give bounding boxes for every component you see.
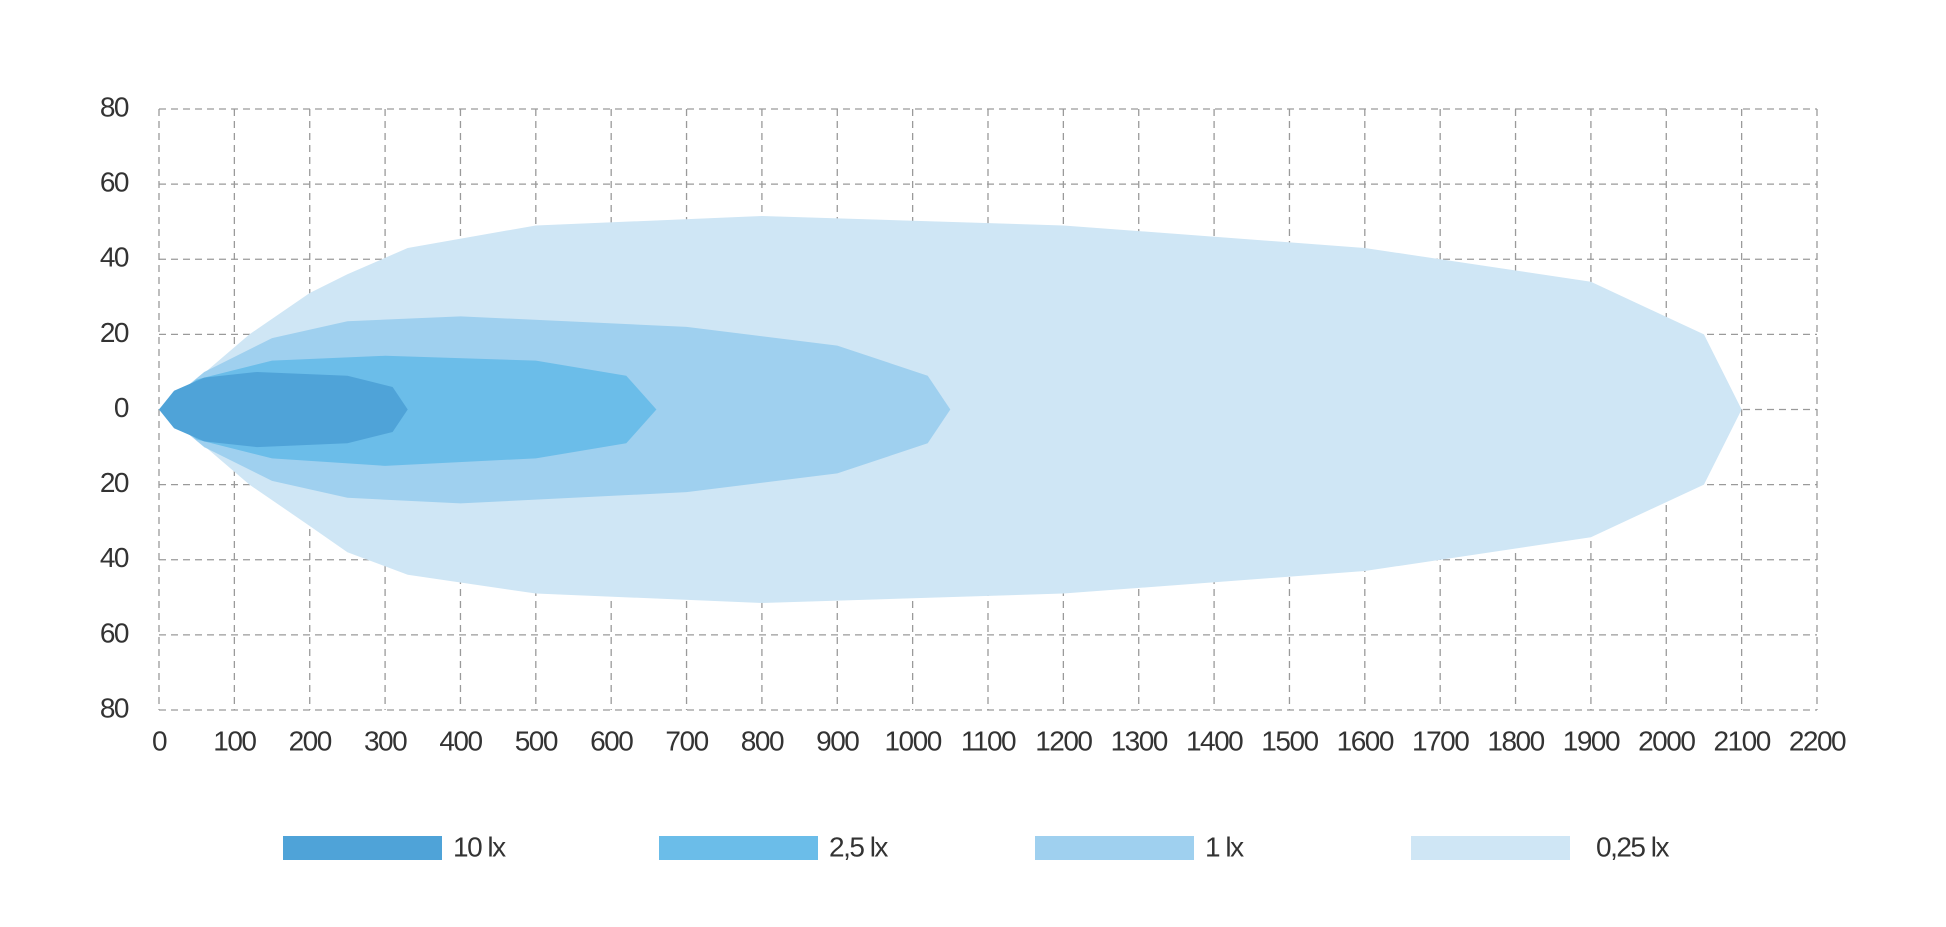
x-tick-label: 2100 bbox=[1713, 725, 1770, 756]
legend-swatch bbox=[283, 836, 442, 860]
legend-swatch bbox=[1411, 836, 1570, 860]
x-tick-label: 800 bbox=[741, 725, 784, 756]
y-tick-label: 80 bbox=[100, 91, 129, 122]
x-tick-label: 1500 bbox=[1261, 725, 1318, 756]
legend-label: 0,25 lx bbox=[1596, 831, 1669, 862]
x-tick-label: 1600 bbox=[1337, 725, 1394, 756]
legend-label: 2,5 lx bbox=[829, 831, 888, 862]
legend-swatch bbox=[1035, 836, 1194, 860]
x-tick-label: 1200 bbox=[1035, 725, 1092, 756]
legend-label: 1 lx bbox=[1205, 831, 1244, 862]
x-tick-label: 1300 bbox=[1111, 725, 1168, 756]
x-tick-label: 700 bbox=[665, 725, 708, 756]
x-tick-label: 400 bbox=[439, 725, 482, 756]
x-tick-label: 2200 bbox=[1789, 725, 1846, 756]
x-tick-label: 0 bbox=[152, 725, 167, 756]
x-tick-label: 2000 bbox=[1638, 725, 1695, 756]
x-tick-label: 600 bbox=[590, 725, 633, 756]
y-tick-label: 0 bbox=[114, 392, 129, 423]
x-tick-label: 100 bbox=[213, 725, 256, 756]
legend-label: 10 lx bbox=[453, 831, 506, 862]
y-tick-label: 60 bbox=[100, 167, 129, 198]
y-tick-label: 40 bbox=[100, 242, 129, 273]
y-tick-label: 20 bbox=[100, 467, 129, 498]
x-tick-label: 1700 bbox=[1412, 725, 1469, 756]
y-tick-label: 40 bbox=[100, 542, 129, 573]
x-tick-label: 500 bbox=[515, 725, 558, 756]
x-tick-label: 200 bbox=[289, 725, 332, 756]
x-tick-label: 300 bbox=[364, 725, 407, 756]
isolux-area bbox=[159, 371, 408, 448]
x-tick-label: 1100 bbox=[961, 725, 1016, 756]
x-tick-label: 1000 bbox=[884, 725, 941, 756]
x-tick-label: 900 bbox=[816, 725, 859, 756]
legend-swatch bbox=[659, 836, 818, 860]
x-tick-label: 1900 bbox=[1563, 725, 1620, 756]
y-tick-label: 80 bbox=[100, 692, 129, 723]
x-tick-label: 1400 bbox=[1186, 725, 1243, 756]
x-tick-label: 1800 bbox=[1487, 725, 1544, 756]
y-tick-label: 20 bbox=[100, 317, 129, 348]
y-tick-label: 60 bbox=[100, 617, 129, 648]
